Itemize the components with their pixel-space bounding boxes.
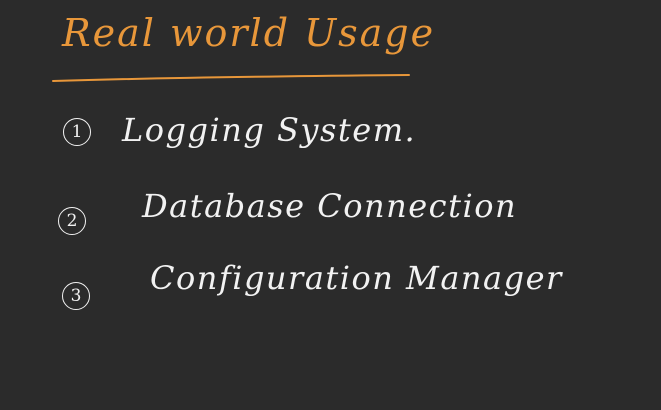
heading-text: Real world Usage	[62, 11, 436, 55]
item-label: Database Connection	[142, 187, 518, 225]
item-number-badge: 1	[63, 118, 91, 146]
item-number-badge: 3	[62, 282, 90, 310]
item-label: Configuration Manager	[150, 259, 563, 297]
item-label: Logging System.	[122, 111, 417, 149]
item-number-badge: 2	[58, 207, 86, 235]
